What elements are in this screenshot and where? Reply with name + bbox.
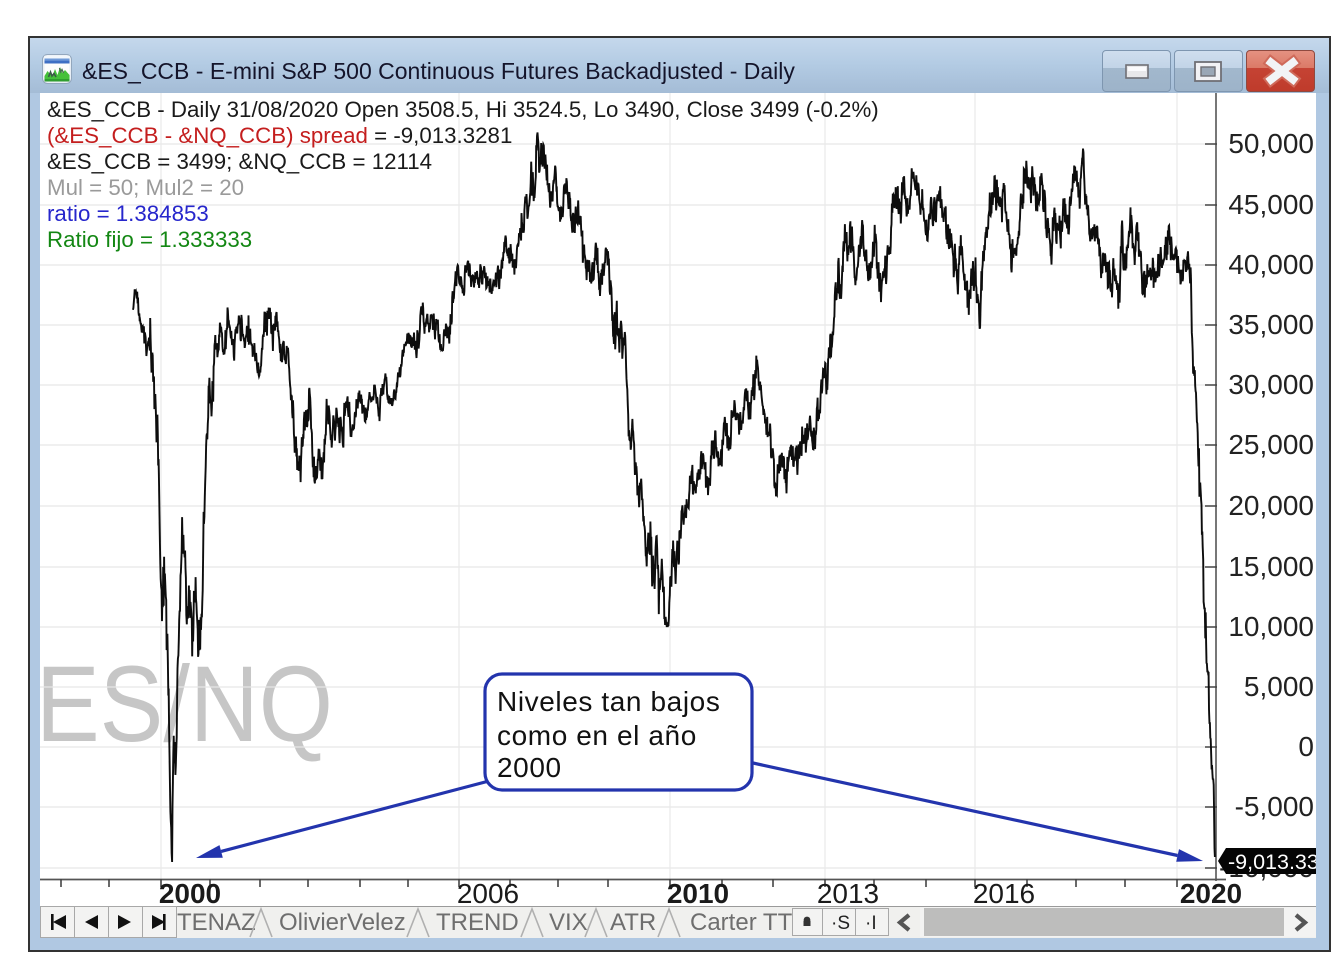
svg-text:2010: 2010 — [667, 878, 729, 906]
svg-text:25,000: 25,000 — [1228, 429, 1314, 460]
svg-text:TREND: TREND — [436, 909, 519, 936]
svg-text:2016: 2016 — [973, 878, 1035, 906]
svg-text:35,000: 35,000 — [1228, 309, 1314, 340]
svg-text:-5,000: -5,000 — [1235, 791, 1314, 822]
svg-text:ATR: ATR — [610, 909, 656, 936]
svg-text:45,000: 45,000 — [1228, 189, 1314, 220]
svg-text:0: 0 — [1298, 731, 1314, 762]
svg-text:20,000: 20,000 — [1228, 490, 1314, 521]
svg-text:2020: 2020 — [1180, 878, 1242, 906]
svg-text:5,000: 5,000 — [1244, 671, 1314, 702]
svg-text:·S: ·S — [831, 913, 850, 934]
svg-text:40,000: 40,000 — [1228, 249, 1314, 280]
svg-text:2013: 2013 — [817, 878, 879, 906]
svg-text:30,000: 30,000 — [1228, 369, 1314, 400]
svg-text:50,000: 50,000 — [1228, 128, 1314, 159]
svg-text:VIX: VIX — [549, 909, 588, 936]
svg-text:Carter TT: Carter TT — [690, 909, 793, 936]
svg-text:2006: 2006 — [457, 878, 519, 906]
svg-text:·I: ·I — [865, 913, 877, 934]
svg-text:Niveles tan bajos: Niveles tan bajos — [497, 686, 720, 717]
svg-text:2000: 2000 — [497, 752, 562, 783]
svg-text:OlivierVelez: OlivierVelez — [279, 909, 406, 936]
svg-text:10,000: 10,000 — [1228, 611, 1314, 642]
svg-text:ES/NQ: ES/NQ — [40, 643, 333, 764]
svg-text:15,000: 15,000 — [1228, 551, 1314, 582]
svg-text:-9,013.33: -9,013.33 — [1228, 850, 1316, 874]
svg-text:2000: 2000 — [159, 878, 221, 906]
svg-text:TENAZ: TENAZ — [177, 909, 256, 936]
svg-text:como en el año: como en el año — [497, 720, 697, 751]
